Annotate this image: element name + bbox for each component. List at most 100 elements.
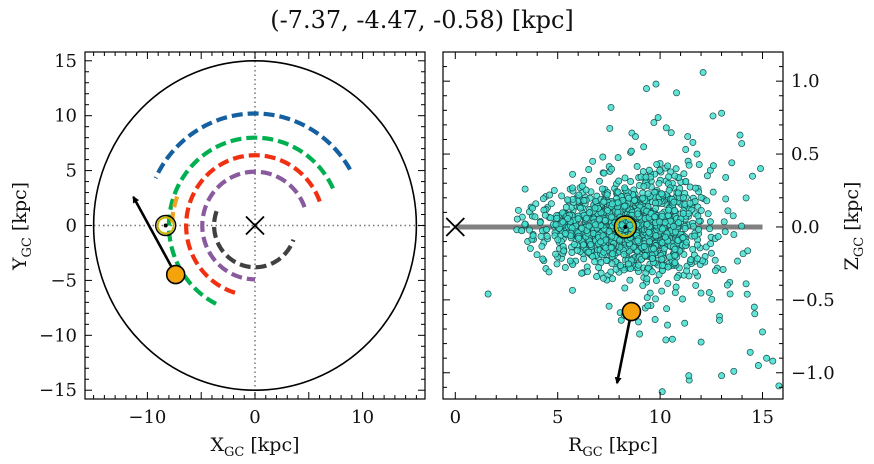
scatter-point (661, 233, 669, 241)
scatter-point (726, 290, 734, 298)
scatter-point (681, 319, 689, 327)
scatter-point (736, 131, 744, 139)
galaxy-boundary-circle (92, 59, 418, 392)
scatter-point (654, 114, 662, 122)
scatter-point (578, 269, 586, 277)
scatter-point (720, 218, 728, 226)
scatter-point (529, 204, 536, 212)
scatter-point (728, 159, 736, 167)
scatter-point (561, 264, 569, 271)
scatter-point (706, 225, 714, 233)
scatter-point (536, 219, 544, 226)
scatter-point (597, 238, 605, 246)
scatter-point (674, 189, 682, 197)
scatter-point (651, 316, 659, 323)
scatter-point (650, 119, 658, 127)
scatter-point (568, 184, 576, 192)
scatter-point (644, 302, 652, 310)
scatter-point (664, 279, 672, 287)
scatter-point (704, 210, 712, 218)
scatter-point (607, 213, 615, 221)
right-plot-content (445, 68, 783, 396)
scatter-point (723, 281, 731, 289)
scatter-point (605, 227, 613, 235)
scatter-point (675, 219, 683, 227)
scatter-point (579, 241, 587, 249)
scatter-point (593, 273, 601, 280)
scatter-point (658, 212, 666, 220)
right-xlabel: RGC [kpc] (568, 434, 658, 460)
scatter-point (601, 217, 609, 224)
scatter-point (682, 146, 690, 153)
scatter-point (644, 190, 652, 198)
scatter-point (693, 150, 701, 158)
scatter-point (599, 153, 607, 161)
scatter-point (639, 282, 647, 290)
scatter-point (697, 194, 705, 202)
scatter-point (744, 247, 752, 255)
scatter-point (599, 274, 607, 282)
scatter-points (484, 68, 783, 396)
scatter-point (658, 261, 666, 269)
scatter-point (531, 213, 539, 221)
right-panel: 0 5 10 15 −1.0 −0.5 0.0 0.5 1.0 RGC [kpc] ZGC [k… (442, 51, 867, 460)
scatter-point (600, 169, 608, 177)
scatter-point (692, 184, 699, 192)
scatter-point (692, 281, 700, 289)
scatter-point (537, 232, 545, 240)
spiral-arm-1 (153, 111, 352, 180)
scatter-point (574, 215, 582, 223)
scatter-point (691, 268, 699, 276)
scatter-point (709, 162, 717, 170)
scatter-point (697, 338, 705, 346)
scatter-point (564, 196, 571, 204)
scatter-point (671, 259, 679, 267)
scatter-point (585, 248, 593, 256)
scatter-point (706, 218, 714, 226)
scatter-point (694, 255, 701, 263)
scatter-point (724, 207, 732, 215)
scatter-point (570, 240, 578, 248)
scatter-point (640, 143, 648, 151)
scatter-point (714, 233, 722, 241)
scatter-point (592, 221, 599, 229)
scatter-point (585, 209, 593, 217)
scatter-point (569, 286, 576, 294)
scatter-point (738, 222, 746, 230)
scatter-point (730, 367, 738, 375)
scatter-point (671, 172, 679, 180)
scatter-point (679, 210, 687, 217)
scatter-point (625, 194, 633, 202)
scatter-point (684, 133, 692, 141)
scatter-point (587, 241, 595, 249)
scatter-point (591, 204, 599, 212)
scatter-point (620, 250, 628, 258)
scatter-point (589, 157, 597, 165)
scatter-point (691, 232, 699, 240)
scatter-point (697, 206, 705, 214)
scatter-point (578, 182, 586, 190)
scatter-point (652, 295, 659, 303)
galactic-center-marker (245, 215, 265, 236)
scatter-point (596, 177, 603, 185)
scatter-point (553, 214, 561, 222)
scatter-point (658, 388, 666, 396)
scatter-point (547, 200, 555, 208)
scatter-point (526, 226, 533, 234)
scatter-point (617, 316, 625, 324)
scatter-point (693, 241, 701, 249)
right-x-ticklabel: 15 (751, 407, 774, 428)
scatter-point (643, 220, 651, 228)
scatter-point (602, 257, 610, 264)
left-y-ticklabel: 15 (54, 51, 77, 72)
right-y-ticklabel: −0.5 (791, 290, 835, 311)
right-y-ticklabel: −1.0 (791, 363, 835, 384)
scatter-point (521, 220, 529, 228)
scatter-point (694, 212, 702, 220)
right-x-ticklabel: 0 (450, 407, 461, 428)
scatter-point (709, 188, 717, 196)
left-y-ticklabel: 10 (54, 106, 77, 127)
scatter-point (708, 295, 716, 303)
scatter-point (662, 336, 670, 344)
